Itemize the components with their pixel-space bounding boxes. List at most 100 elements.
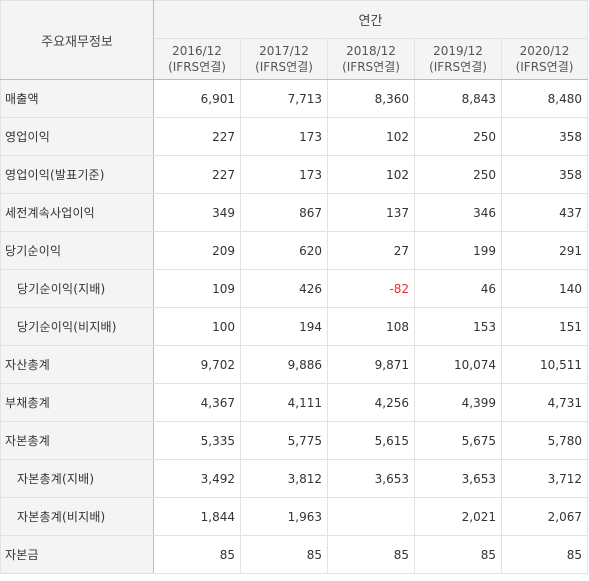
value-cell: 100 bbox=[153, 307, 241, 346]
value-cell: 4,367 bbox=[153, 383, 241, 422]
row-net-income: 당기순이익 209 620 27 199 291 bbox=[0, 231, 588, 270]
row-operating-income-reported: 영업이익(발표기준) 227 173 102 250 358 bbox=[0, 155, 588, 194]
value-cell: 346 bbox=[414, 193, 502, 232]
period-basis: (IFRS연결) bbox=[342, 60, 400, 75]
negative-value-cell: -82 bbox=[327, 269, 415, 308]
value-cell: 4,399 bbox=[414, 383, 502, 422]
row-total-equity-controlling: 자본총계(지배) 3,492 3,812 3,653 3,653 3,712 bbox=[0, 459, 588, 498]
row-label: 당기순이익(지배) bbox=[0, 269, 154, 308]
value-cell: 291 bbox=[501, 231, 588, 270]
period-year: 2018/12 bbox=[346, 44, 396, 59]
row-total-assets: 자산총계 9,702 9,886 9,871 10,074 10,511 bbox=[0, 345, 588, 384]
value-cell: 137 bbox=[327, 193, 415, 232]
value-cell: 46 bbox=[414, 269, 502, 308]
value-cell bbox=[327, 497, 415, 536]
value-cell: 10,511 bbox=[501, 345, 588, 384]
period-header: 2018/12 (IFRS연결) bbox=[327, 38, 415, 80]
annual-group-header: 연간 bbox=[153, 0, 588, 40]
value-cell: 437 bbox=[501, 193, 588, 232]
row-label: 자본금 bbox=[0, 535, 154, 574]
value-cell: 3,712 bbox=[501, 459, 588, 498]
value-cell: 9,702 bbox=[153, 345, 241, 384]
row-revenue: 매출액 6,901 7,713 8,360 8,843 8,480 bbox=[0, 79, 588, 118]
value-cell: 194 bbox=[240, 307, 328, 346]
row-net-income-controlling: 당기순이익(지배) 109 426 -82 46 140 bbox=[0, 269, 588, 308]
value-cell: 102 bbox=[327, 117, 415, 156]
row-label: 영업이익(발표기준) bbox=[0, 155, 154, 194]
value-cell: 5,780 bbox=[501, 421, 588, 460]
value-cell: 349 bbox=[153, 193, 241, 232]
period-year: 2020/12 bbox=[519, 44, 570, 59]
value-cell: 426 bbox=[240, 269, 328, 308]
row-label: 부채총계 bbox=[0, 383, 154, 422]
period-year: 2019/12 bbox=[433, 44, 483, 59]
row-net-income-noncontrolling: 당기순이익(비지배) 100 194 108 153 151 bbox=[0, 307, 588, 346]
value-cell: 27 bbox=[327, 231, 415, 270]
period-header: 2016/12 (IFRS연결) bbox=[153, 38, 241, 80]
value-cell: 6,901 bbox=[153, 79, 241, 118]
value-cell: 7,713 bbox=[240, 79, 328, 118]
value-cell: 5,335 bbox=[153, 421, 241, 460]
period-year: 2016/12 bbox=[172, 44, 222, 59]
value-cell: 173 bbox=[240, 155, 328, 194]
corner-header: 주요재무정보 bbox=[0, 0, 154, 80]
value-cell: 109 bbox=[153, 269, 241, 308]
row-total-equity: 자본총계 5,335 5,775 5,615 5,675 5,780 bbox=[0, 421, 588, 460]
value-cell: 358 bbox=[501, 155, 588, 194]
value-cell: 3,812 bbox=[240, 459, 328, 498]
row-operating-income: 영업이익 227 173 102 250 358 bbox=[0, 117, 588, 156]
period-basis: (IFRS연결) bbox=[429, 60, 487, 75]
value-cell: 4,731 bbox=[501, 383, 588, 422]
value-cell: 102 bbox=[327, 155, 415, 194]
row-label: 세전계속사업이익 bbox=[0, 193, 154, 232]
value-cell: 209 bbox=[153, 231, 241, 270]
value-cell: 5,615 bbox=[327, 421, 415, 460]
value-cell: 4,111 bbox=[240, 383, 328, 422]
value-cell: 8,360 bbox=[327, 79, 415, 118]
value-cell: 153 bbox=[414, 307, 502, 346]
header-row-periods: 2016/12 (IFRS연결) 2017/12 (IFRS연결) 2018/12(… bbox=[1, 38, 588, 80]
value-cell: 85 bbox=[153, 535, 241, 574]
value-cell: 85 bbox=[327, 535, 415, 574]
value-cell: 867 bbox=[240, 193, 328, 232]
row-total-equity-noncontrolling: 자본총계(비지배) 1,844 1,963 2,021 2,067 bbox=[0, 497, 588, 536]
value-cell: 5,775 bbox=[240, 421, 328, 460]
value-cell: 3,653 bbox=[414, 459, 502, 498]
value-cell: 227 bbox=[153, 155, 241, 194]
row-label: 당기순이익(비지배) bbox=[0, 307, 154, 346]
value-cell: 108 bbox=[327, 307, 415, 346]
value-cell: 9,871 bbox=[327, 345, 415, 384]
value-cell: 85 bbox=[414, 535, 502, 574]
value-cell: 85 bbox=[240, 535, 328, 574]
row-total-liabilities: 부채총계 4,367 4,111 4,256 4,399 4,731 bbox=[0, 383, 588, 422]
value-cell: 8,843 bbox=[414, 79, 502, 118]
header-row-group: 주요재무정보 연간 bbox=[0, 0, 588, 80]
row-label: 당기순이익 bbox=[0, 231, 154, 270]
row-capital-stock: 자본금 85 85 85 85 85 bbox=[0, 535, 588, 574]
period-header: 2020/12 (IFRS연결) bbox=[501, 38, 588, 80]
period-header: 2019/12 (IFRS연결) bbox=[414, 38, 502, 80]
value-cell: 620 bbox=[240, 231, 328, 270]
value-cell: 10,074 bbox=[414, 345, 502, 384]
row-label: 자본총계 bbox=[0, 421, 154, 460]
value-cell: 4,256 bbox=[327, 383, 415, 422]
value-cell: 2,067 bbox=[501, 497, 588, 536]
value-cell: 9,886 bbox=[240, 345, 328, 384]
row-pretax-income: 세전계속사업이익 349 867 137 346 437 bbox=[0, 193, 588, 232]
value-cell: 3,492 bbox=[153, 459, 241, 498]
row-label: 자본총계(지배) bbox=[0, 459, 154, 498]
value-cell: 1,963 bbox=[240, 497, 328, 536]
period-basis: (IFRS연결) bbox=[168, 60, 226, 75]
value-cell: 173 bbox=[240, 117, 328, 156]
row-label: 자본총계(비지배) bbox=[0, 497, 154, 536]
value-cell: 1,844 bbox=[153, 497, 241, 536]
value-cell: 5,675 bbox=[414, 421, 502, 460]
value-cell: 250 bbox=[414, 155, 502, 194]
row-label: 자산총계 bbox=[0, 345, 154, 384]
value-cell: 250 bbox=[414, 117, 502, 156]
row-label: 영업이익 bbox=[0, 117, 154, 156]
row-label: 매출액 bbox=[0, 79, 154, 118]
value-cell: 85 bbox=[501, 535, 588, 574]
value-cell: 151 bbox=[501, 307, 588, 346]
